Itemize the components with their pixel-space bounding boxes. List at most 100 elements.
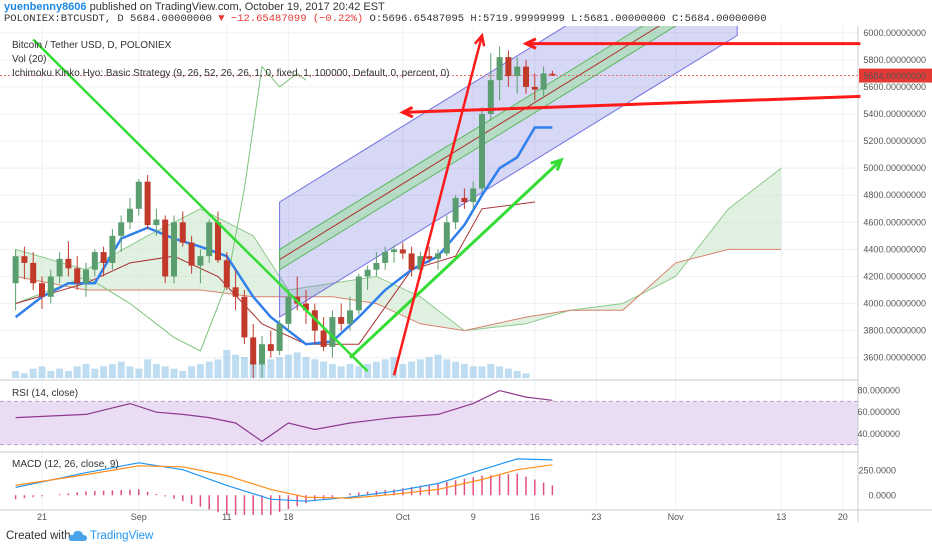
horizontal-red-arrow-head [399, 105, 414, 119]
candle-body [153, 219, 160, 226]
time-tick-label: 20 [838, 512, 848, 522]
candle-body [303, 303, 309, 311]
candle-body [505, 57, 512, 77]
candle-body [188, 242, 195, 266]
candle-body [118, 222, 125, 236]
footer: Created with TradingView [0, 522, 932, 550]
red-arrow-up-head [473, 32, 486, 47]
candle-body [364, 269, 371, 277]
volume-bar [452, 361, 460, 378]
price-tick-label: 5800.00000000 [863, 55, 926, 65]
regression-channel-outer [279, 26, 738, 318]
price-tick-label: 4200.00000000 [863, 271, 926, 281]
volume-bar [496, 366, 504, 378]
candle-body [514, 66, 521, 77]
time-tick-label: 11 [222, 512, 231, 522]
volume-bar [346, 364, 354, 378]
candle-body [206, 222, 213, 257]
candle-body [540, 73, 547, 90]
volume-bar [372, 361, 380, 378]
candle-body [435, 253, 441, 259]
descending-trendline [32, 38, 369, 373]
candle-body [259, 344, 265, 365]
candle-body [549, 73, 556, 76]
time-tick-label: 9 [471, 512, 476, 522]
time-tick-label: Oct [396, 512, 411, 522]
volume-bar [82, 364, 90, 378]
candle-body [127, 208, 133, 223]
time-tick-label: Nov [668, 512, 685, 522]
volume-bar [390, 357, 398, 378]
candle-body [285, 296, 292, 324]
price-tick-label: 3600.00000000 [863, 353, 926, 363]
candle-body [531, 86, 538, 90]
last-price: 5684.00000000 [130, 13, 212, 25]
macd-legend: MACD (12, 26, close, 9) [12, 459, 119, 470]
candle-body [109, 235, 116, 263]
horizontal-red-arrow [402, 94, 861, 114]
volume-bar [284, 354, 292, 378]
price-tick-label: 4000.00000000 [863, 299, 926, 309]
signal-line [15, 464, 553, 499]
volume-bar [469, 366, 477, 378]
volume-bar [328, 364, 336, 378]
time-tick-label: Sep [131, 512, 147, 522]
time-tick-label: 16 [530, 512, 540, 522]
volume-bar [425, 357, 433, 378]
candle-body [355, 276, 362, 311]
candle-body [461, 197, 468, 202]
volume-bar [232, 354, 240, 378]
publish-header: yuenbenny8606 published on TradingView.c… [0, 0, 932, 26]
volume-bar [188, 366, 196, 378]
volume-bar [196, 364, 204, 378]
created-with-label: Created with [6, 530, 71, 542]
rsi-tick-label: 40.000000 [857, 429, 900, 439]
rsi-band [0, 401, 858, 445]
price-tick-label: 5000.00000000 [863, 163, 926, 173]
volume-bar [152, 364, 160, 378]
volume-bar [487, 364, 495, 378]
volume-bar [416, 359, 424, 378]
rsi-legend: RSI (14, close) [12, 388, 78, 399]
rsi-line [15, 389, 553, 443]
volume-bar [320, 361, 328, 378]
rsi-tick-label: 60.000000 [857, 407, 900, 417]
price-chart[interactable]: 3600.00000000 3800.00000000 4000.00000000 4… [0, 26, 932, 522]
volume-bar [337, 366, 345, 378]
candle-body [197, 256, 204, 266]
candle-body [267, 344, 274, 351]
green-arrow [348, 158, 563, 359]
volume-bar [126, 366, 134, 378]
volume-bar [91, 368, 99, 378]
username-link[interactable]: yuenbenny8606 [4, 1, 87, 13]
candle-body [100, 252, 107, 263]
volume-bar [355, 366, 363, 378]
ohlc-values: O:5696.65487095 H:5719.99999999 L:5681.0… [369, 13, 767, 25]
tradingview-brand[interactable]: TradingView [90, 530, 154, 542]
kijun-line [15, 201, 535, 345]
candle-body [479, 114, 485, 189]
volume-bar [47, 371, 55, 378]
volume-bar [179, 371, 187, 378]
volume-bar [293, 352, 301, 378]
candle-body [65, 258, 72, 269]
macd-tick-label: 250.0000 [858, 466, 896, 476]
candle-body [232, 287, 239, 297]
volume-bar [100, 366, 108, 378]
publish-info: yuenbenny8606 published on TradingView.c… [4, 1, 385, 13]
price-tick-label: 4600.00000000 [863, 217, 926, 227]
rsi-tick-label: 80.000000 [857, 386, 900, 396]
price-tick-label: 6000.00000000 [863, 28, 926, 38]
volume-bar [522, 373, 530, 378]
time-tick-label: 21 [37, 512, 47, 522]
candle-body [74, 268, 81, 284]
candle-body [443, 222, 450, 254]
price-tick-label: 4800.00000000 [863, 190, 926, 200]
volume-bar [443, 359, 451, 378]
candle-body [338, 317, 345, 324]
volume-bar [276, 357, 284, 378]
symbol-label: POLONIEX:BTCUSDT, D [4, 13, 124, 25]
candle-body [426, 256, 433, 259]
candle-body [320, 330, 327, 347]
tenkan-line [14, 126, 553, 346]
